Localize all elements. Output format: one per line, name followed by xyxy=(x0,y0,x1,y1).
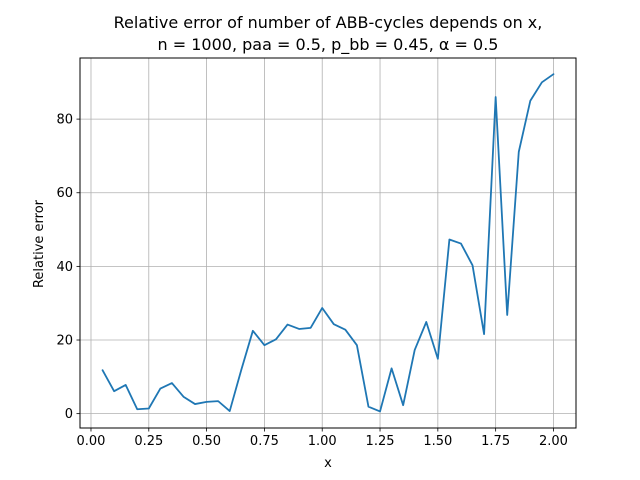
grid xyxy=(80,58,576,428)
x-tick-label: 0.25 xyxy=(134,434,163,449)
series-line xyxy=(101,73,555,413)
y-tick-label: 20 xyxy=(56,334,73,349)
y-tick-label: 60 xyxy=(56,186,73,201)
x-tick-label: 1.00 xyxy=(308,434,337,449)
y-axis-label: Relative error xyxy=(32,199,47,288)
x-tick-label: 2.00 xyxy=(539,434,568,449)
chart-title-line-2: n = 1000, paa = 0.5, p_bb = 0.45, α = 0.… xyxy=(158,35,499,55)
ticks: 0.00 0.25 0.50 0.75 1.00 1.25 1.50 1.75 2.00 0 20 4… xyxy=(56,113,567,449)
chart-title-line-1: Relative error of number of ABB-cycles d… xyxy=(114,13,543,32)
x-tick-label: 1.75 xyxy=(481,434,510,449)
series-line-group xyxy=(101,73,555,413)
x-tick-label: 0.00 xyxy=(77,434,106,449)
x-tick-label: 0.75 xyxy=(250,434,279,449)
y-tick-label: 0 xyxy=(65,407,73,422)
x-tick-label: 1.25 xyxy=(366,434,395,449)
plot-frame xyxy=(79,57,577,429)
x-tick-label: 0.50 xyxy=(192,434,221,449)
y-tick-label: 40 xyxy=(56,260,73,275)
y-tick-label: 80 xyxy=(56,113,73,128)
x-axis-label: x xyxy=(324,456,332,471)
x-tick-label: 1.50 xyxy=(423,434,452,449)
